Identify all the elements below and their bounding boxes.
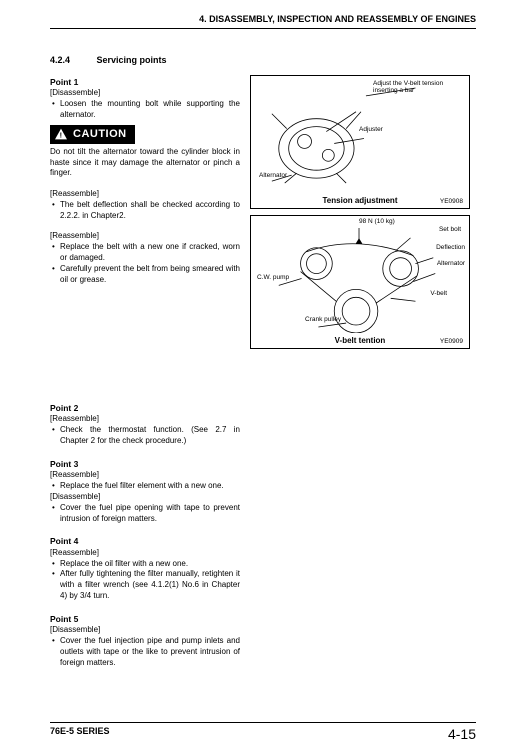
figure2-caption: V-belt tention [251,336,469,348]
figure-vbelt-tension: 98 N (10 kg) Set bolt Deflection Alterna… [250,215,470,349]
figure2-code: YE0909 [440,338,463,345]
page: 4. DISASSEMBLY, INSPECTION AND REASSEMBL… [0,0,506,754]
label-alternator2: Alternator [437,260,465,267]
label-adjuster: Adjuster [359,126,383,133]
caution-label: CAUTION [73,127,127,142]
point4-title: Point 4 [50,536,240,547]
label-alternator: Alternator [259,172,287,179]
figure1-caption: Tension adjustment [251,196,469,208]
point5-title: Point 5 [50,614,240,625]
list-item: Cover the fuel pipe opening with tape to… [50,503,240,525]
two-column-layout: Point 1 [Disassemble] Loosen the mountin… [50,75,476,355]
point1-reassemble2-list: Replace the belt with a new one if crack… [50,242,240,285]
footer-page-number: 4-15 [448,726,476,742]
chapter-header: 4. DISASSEMBLY, INSPECTION AND REASSEMBL… [50,14,476,29]
list-item: The belt deflection shall be checked acc… [50,200,240,222]
point4-list: Replace the oil filter with a new one. A… [50,559,240,602]
point3-dis-list: Cover the fuel pipe opening with tape to… [50,503,240,525]
list-item: Loosen the mounting bolt while supportin… [50,99,240,121]
point1-reassemble2-tag: [Reassemble] [50,231,240,242]
point5-list: Cover the fuel injection pipe and pump i… [50,636,240,668]
list-item: Carefully prevent the belt from being sm… [50,264,240,286]
left-column: Point 1 [Disassemble] Loosen the mountin… [50,75,240,355]
label-crank: Crank pulley [305,316,341,323]
point3-title: Point 3 [50,459,240,470]
label-deflection: Deflection [436,244,465,251]
lower-content: Point 2 [Reassemble] Check the thermosta… [50,403,240,668]
point1-reassemble1-list: The belt deflection shall be checked acc… [50,200,240,222]
caution-text: Do not tilt the alternator toward the cy… [50,147,240,179]
list-item: Check the thermostat function. (See 2.7 … [50,425,240,447]
warning-triangle-icon: ! [54,128,68,140]
point3-re-list: Replace the fuel filter element with a n… [50,481,240,492]
svg-text:!: ! [60,131,63,140]
label-adjust-tension: Adjust the V-belt tension inserting a ba… [373,80,463,94]
point4-tag: [Reassemble] [50,548,240,559]
section-title: Servicing points [97,55,167,65]
tension-diagram-svg [257,82,463,193]
list-item: After fully tightening the filter manual… [50,569,240,601]
point1-reassemble1-tag: [Reassemble] [50,189,240,200]
point2-list: Check the thermostat function. (See 2.7 … [50,425,240,447]
right-column: Adjust the V-belt tension inserting a ba… [250,75,476,355]
point1-disassemble-list: Loosen the mounting bolt while supportin… [50,99,240,121]
point2-title: Point 2 [50,403,240,414]
figure1-code: YE0908 [440,198,463,205]
point2-tag: [Reassemble] [50,414,240,425]
label-setbolt: Set bolt [439,226,461,233]
figure-tension-adjustment: Adjust the V-belt tension inserting a ba… [250,75,470,209]
list-item: Replace the belt with a new one if crack… [50,242,240,264]
list-item: Cover the fuel injection pipe and pump i… [50,636,240,668]
page-footer: 76E-5 SERIES 4-15 [50,722,476,742]
point3-dis-tag: [Disassemble] [50,492,240,503]
footer-series: 76E-5 SERIES [50,726,110,742]
point3-re-tag: [Reassemble] [50,470,240,481]
section-number: 4.2.4 [50,55,94,65]
section-heading: 4.2.4 Servicing points [50,55,476,65]
list-item: Replace the fuel filter element with a n… [50,481,240,492]
point5-tag: [Disassemble] [50,625,240,636]
list-item: Replace the oil filter with a new one. [50,559,240,570]
caution-banner: ! CAUTION [50,125,135,144]
label-cwpump: C.W. pump [257,274,289,281]
point1-title: Point 1 [50,77,240,88]
label-vbelt: V-belt [430,290,447,297]
label-load: 98 N (10 kg) [359,218,395,225]
point1-disassemble-tag: [Disassemble] [50,88,240,99]
